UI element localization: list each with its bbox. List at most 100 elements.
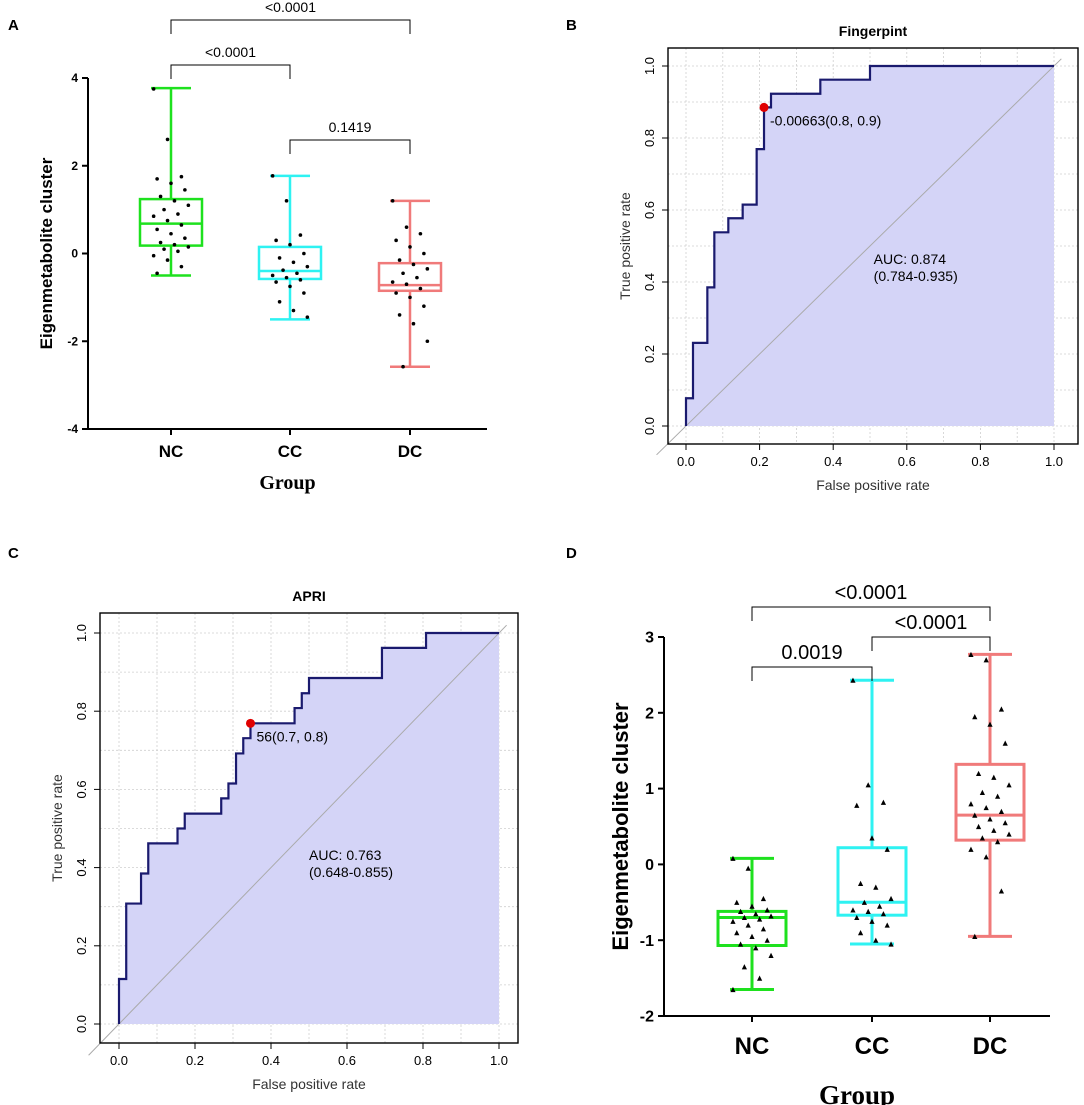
data-point (298, 278, 303, 282)
data-point (397, 258, 402, 262)
data-point (270, 273, 275, 278)
data-point (979, 789, 985, 795)
data-point (422, 304, 426, 308)
data-point (165, 258, 170, 262)
y-tick-label: 0.0 (74, 1015, 89, 1033)
data-point (408, 245, 412, 249)
data-point (274, 280, 278, 284)
data-point (422, 251, 426, 256)
y-axis-title: True positive rate (617, 192, 633, 300)
data-point (995, 793, 1001, 799)
box-cc (836, 677, 908, 947)
x-tick-label: DC (398, 442, 423, 461)
box-dc (954, 651, 1026, 940)
p-value-label: 0.1419 (329, 119, 372, 135)
data-point (741, 914, 747, 921)
data-point (998, 706, 1005, 712)
data-point (179, 223, 184, 227)
bracket-line (289, 139, 411, 154)
plot-frame (99, 612, 519, 1044)
y-tick-label: 0.4 (74, 859, 89, 877)
data-point (734, 930, 740, 936)
data-point (760, 895, 767, 902)
data-point (390, 280, 395, 284)
data-point (1006, 831, 1012, 837)
data-point (277, 299, 282, 304)
y-tick-label: 0.4 (642, 273, 657, 291)
x-tick-label: NC (735, 1033, 770, 1060)
data-point (998, 808, 1005, 814)
panel-c: C APRI 0.0 0.0 0.2 0.2 0.4 0.4 0.6 0.6 0.8 0.8 1.0 1… (0, 540, 540, 1105)
y-tick-label: 1.0 (74, 624, 89, 642)
data-point (757, 975, 763, 981)
data-point (425, 267, 430, 271)
data-point (972, 933, 978, 940)
auc-ci-label: (0.784-0.935) (874, 268, 958, 284)
data-point (411, 321, 416, 326)
y-axis-title: Eigenmetabolite cluster (608, 702, 633, 951)
data-point (176, 212, 180, 216)
data-point (968, 651, 974, 658)
data-point (305, 315, 310, 319)
y-tick-label: 0.2 (642, 345, 657, 363)
data-point (749, 903, 755, 909)
roc-curve (117, 631, 499, 1024)
data-point (186, 203, 191, 208)
x-axis-title: Group (259, 472, 315, 494)
roc-plot-c: C APRI 0.0 0.0 0.2 0.2 0.4 0.4 0.6 0.6 0.8 0.8 1.0 1… (8, 545, 519, 1092)
panel-b: B Fingerpint 0.0 0.0 0.2 0.2 0.4 0.4 0.6 0.6 0.8 0… (560, 0, 1084, 520)
data-point (888, 895, 894, 902)
data-point (968, 801, 974, 807)
data-point (991, 774, 997, 780)
x-axis-title: Group (819, 1080, 895, 1105)
x-tick-label: 0.6 (898, 454, 916, 469)
panel-label-c: C (8, 545, 19, 562)
box-plot-d: D 3 2 1 0 -1 -2 NC CC DC Group Eigenmetabolite clu… (566, 545, 1050, 1105)
y-tick-label: 4 (71, 71, 78, 85)
p-value-label: <0.0001 (895, 612, 968, 634)
auc-ci-label: (0.648-0.855) (309, 864, 393, 880)
data-point (991, 827, 997, 833)
data-point (884, 922, 890, 928)
cutoff-point (245, 718, 255, 728)
data-point (425, 339, 430, 344)
data-point (284, 199, 289, 203)
data-point (408, 295, 412, 300)
data-point (291, 308, 296, 313)
data-point (397, 313, 402, 317)
data-point (975, 770, 982, 777)
x-axis-title: False positive rate (252, 1076, 366, 1092)
data-point (284, 275, 289, 280)
data-point (730, 855, 736, 861)
data-point (270, 174, 275, 178)
y-tick-label: 3 (645, 630, 654, 647)
roc-title: APRI (292, 588, 325, 604)
data-point (873, 884, 879, 890)
data-point (155, 271, 159, 276)
bracket-line (170, 64, 291, 79)
data-point (277, 256, 282, 260)
data-point (151, 214, 156, 219)
data-point (172, 242, 177, 247)
data-point (968, 846, 974, 852)
data-point (983, 804, 989, 811)
x-tick-label: 0.4 (262, 1053, 280, 1068)
data-point (854, 914, 860, 921)
significance-bracket: 0.1419 (289, 119, 411, 154)
data-point (155, 227, 159, 232)
data-point (302, 291, 306, 295)
data-point (987, 721, 993, 727)
x-tick-label: 1.0 (1045, 454, 1063, 469)
data-point (979, 835, 985, 841)
data-point (169, 231, 173, 236)
data-point (757, 916, 763, 922)
significance-bracket: <0.0001 (871, 612, 991, 651)
data-point (404, 282, 409, 287)
cutoff-point (759, 102, 769, 112)
y-tick-label: 0.8 (642, 129, 657, 147)
data-point (768, 913, 774, 919)
box-dc (377, 199, 443, 369)
data-point (869, 918, 875, 924)
data-point (730, 918, 736, 924)
panel-d: D 3 2 1 0 -1 -2 NC CC DC Group Eigenmetabolite clu… (560, 540, 1084, 1105)
